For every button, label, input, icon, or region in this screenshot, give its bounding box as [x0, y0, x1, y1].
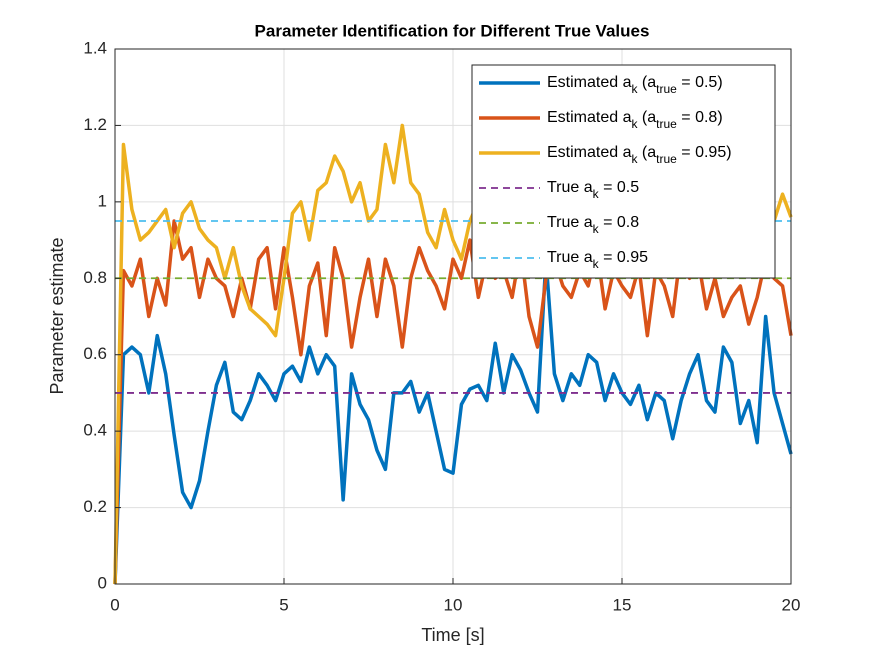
chart-title: Parameter Identification for Different T… [255, 21, 650, 40]
legend-label: Estimated ak (atrue = 0.5) [547, 74, 723, 96]
y-axis-label: Parameter estimate [47, 237, 67, 394]
y-tick-label: 1 [98, 191, 107, 210]
legend-label: True ak = 0.95 [547, 249, 648, 271]
y-tick-label: 0.8 [83, 268, 107, 287]
y-tick-label: 0 [98, 573, 107, 592]
y-tick-label: 0.4 [83, 421, 107, 440]
x-tick-label: 10 [444, 595, 463, 614]
y-tick-label: 1.4 [83, 38, 107, 57]
x-tick-label: 15 [613, 595, 632, 614]
y-tick-label: 0.2 [83, 497, 107, 516]
x-tick-label: 20 [782, 595, 801, 614]
x-axis-label: Time [s] [421, 625, 484, 645]
x-tick-label: 0 [110, 595, 119, 614]
legend-label: True ak = 0.5 [547, 179, 639, 201]
y-tick-label: 1.2 [83, 115, 107, 134]
legend-box [471, 64, 776, 279]
y-tick-label: 0.6 [83, 344, 107, 363]
legend-label: Estimated ak (atrue = 0.8) [547, 109, 723, 131]
legend: Estimated ak (atrue = 0.5) Estimated ak (… [471, 64, 776, 279]
x-tick-label: 5 [279, 595, 288, 614]
legend-label: True ak = 0.8 [547, 214, 639, 236]
series-line [113, 257, 793, 585]
legend-label: Estimated ak (atrue = 0.95) [547, 144, 732, 166]
